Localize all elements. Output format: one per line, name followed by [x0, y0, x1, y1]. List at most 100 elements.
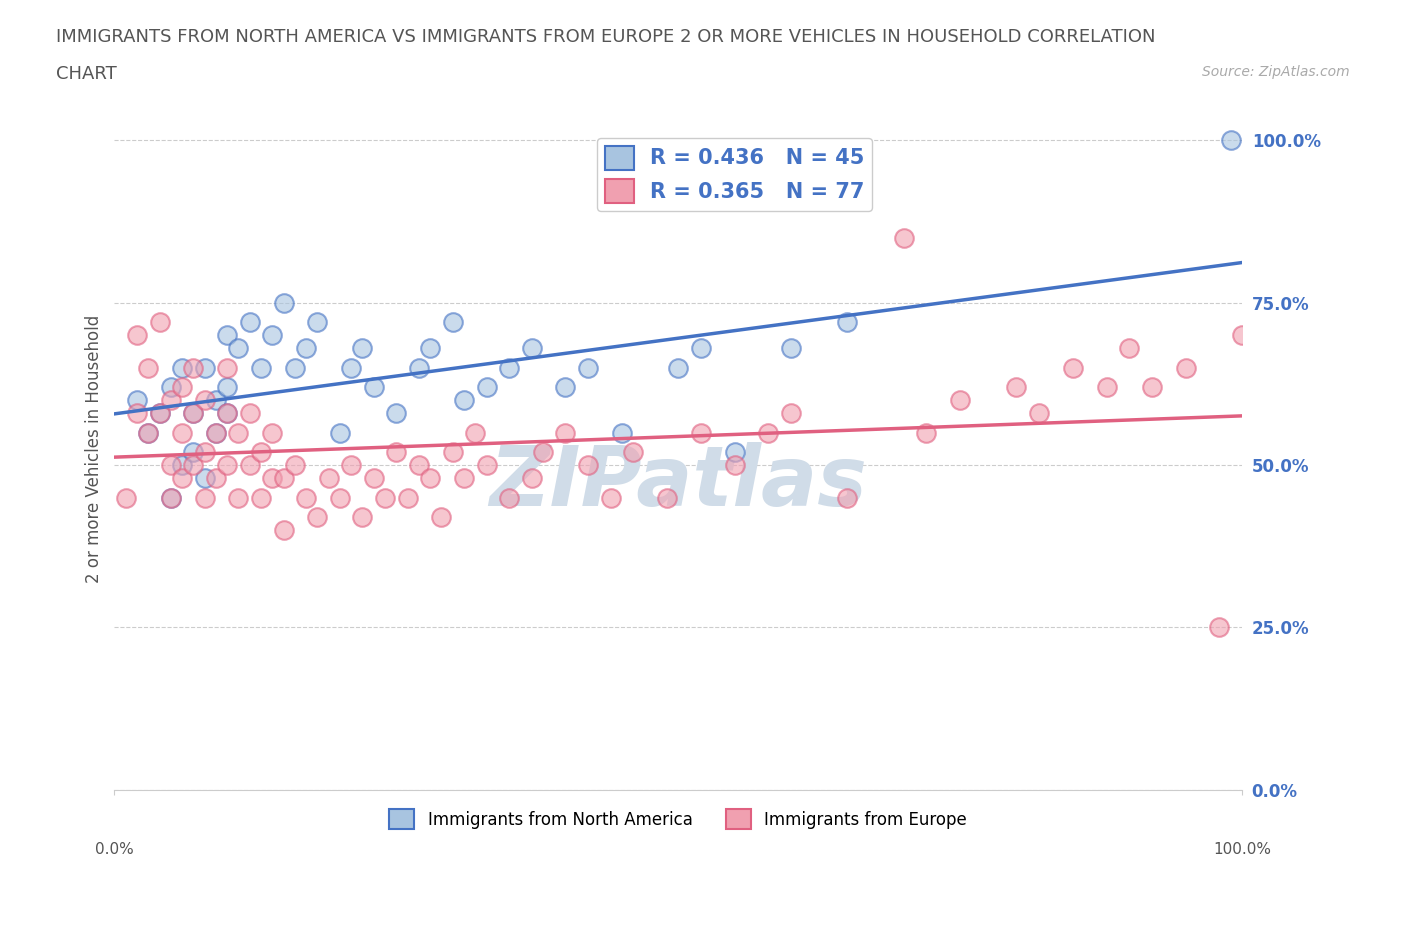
- Point: [170, 458, 193, 472]
- Point: [205, 392, 228, 407]
- Point: [217, 327, 239, 342]
- Point: [363, 471, 385, 485]
- Point: [949, 392, 972, 407]
- Point: [183, 405, 205, 420]
- Point: [273, 523, 295, 538]
- Point: [689, 425, 711, 440]
- Point: [159, 490, 181, 505]
- Point: [453, 471, 475, 485]
- Point: [1230, 327, 1253, 342]
- Point: [136, 425, 159, 440]
- Point: [284, 458, 307, 472]
- Point: [159, 379, 181, 394]
- Point: [1140, 379, 1163, 394]
- Point: [408, 458, 430, 472]
- Point: [758, 425, 780, 440]
- Point: [205, 425, 228, 440]
- Point: [159, 458, 181, 472]
- Point: [599, 490, 621, 505]
- Point: [554, 379, 576, 394]
- Text: CHART: CHART: [56, 65, 117, 83]
- Point: [148, 314, 170, 329]
- Point: [780, 340, 803, 355]
- Point: [194, 360, 217, 375]
- Point: [125, 327, 148, 342]
- Point: [307, 510, 329, 525]
- Point: [183, 445, 205, 459]
- Text: IMMIGRANTS FROM NORTH AMERICA VS IMMIGRANTS FROM EUROPE 2 OR MORE VEHICLES IN HO: IMMIGRANTS FROM NORTH AMERICA VS IMMIGRA…: [56, 28, 1156, 46]
- Point: [295, 490, 318, 505]
- Point: [430, 510, 453, 525]
- Point: [273, 471, 295, 485]
- Point: [194, 392, 217, 407]
- Point: [217, 458, 239, 472]
- Point: [239, 405, 262, 420]
- Point: [893, 231, 915, 246]
- Point: [205, 471, 228, 485]
- Point: [136, 425, 159, 440]
- Point: [531, 445, 554, 459]
- Point: [329, 425, 352, 440]
- Point: [1219, 133, 1241, 148]
- Text: 0.0%: 0.0%: [96, 842, 134, 857]
- Point: [723, 445, 745, 459]
- Point: [576, 360, 599, 375]
- Text: Source: ZipAtlas.com: Source: ZipAtlas.com: [1202, 65, 1350, 79]
- Point: [228, 490, 250, 505]
- Point: [125, 392, 148, 407]
- Point: [837, 490, 859, 505]
- Point: [148, 405, 170, 420]
- Text: 100.0%: 100.0%: [1213, 842, 1271, 857]
- Point: [114, 490, 136, 505]
- Point: [498, 360, 520, 375]
- Point: [170, 471, 193, 485]
- Point: [340, 360, 363, 375]
- Point: [352, 340, 374, 355]
- Point: [655, 490, 678, 505]
- Point: [1028, 405, 1050, 420]
- Point: [183, 360, 205, 375]
- Point: [666, 360, 689, 375]
- Point: [170, 360, 193, 375]
- Point: [273, 296, 295, 311]
- Point: [194, 490, 217, 505]
- Point: [610, 425, 633, 440]
- Point: [239, 458, 262, 472]
- Point: [194, 471, 217, 485]
- Point: [520, 471, 543, 485]
- Point: [689, 340, 711, 355]
- Point: [374, 490, 396, 505]
- Point: [498, 490, 520, 505]
- Point: [217, 360, 239, 375]
- Point: [419, 471, 441, 485]
- Point: [363, 379, 385, 394]
- Point: [1174, 360, 1197, 375]
- Point: [576, 458, 599, 472]
- Point: [1118, 340, 1140, 355]
- Legend: Immigrants from North America, Immigrants from Europe: Immigrants from North America, Immigrant…: [382, 803, 974, 836]
- Point: [217, 379, 239, 394]
- Point: [307, 314, 329, 329]
- Point: [1095, 379, 1118, 394]
- Point: [915, 425, 938, 440]
- Point: [194, 445, 217, 459]
- Point: [441, 314, 464, 329]
- Point: [262, 327, 284, 342]
- Point: [159, 392, 181, 407]
- Point: [228, 425, 250, 440]
- Point: [352, 510, 374, 525]
- Point: [318, 471, 340, 485]
- Point: [441, 445, 464, 459]
- Point: [205, 425, 228, 440]
- Point: [475, 458, 498, 472]
- Point: [385, 445, 408, 459]
- Point: [217, 405, 239, 420]
- Point: [183, 458, 205, 472]
- Point: [262, 425, 284, 440]
- Point: [159, 490, 181, 505]
- Point: [148, 405, 170, 420]
- Y-axis label: 2 or more Vehicles in Household: 2 or more Vehicles in Household: [86, 314, 103, 583]
- Point: [621, 445, 644, 459]
- Point: [217, 405, 239, 420]
- Point: [520, 340, 543, 355]
